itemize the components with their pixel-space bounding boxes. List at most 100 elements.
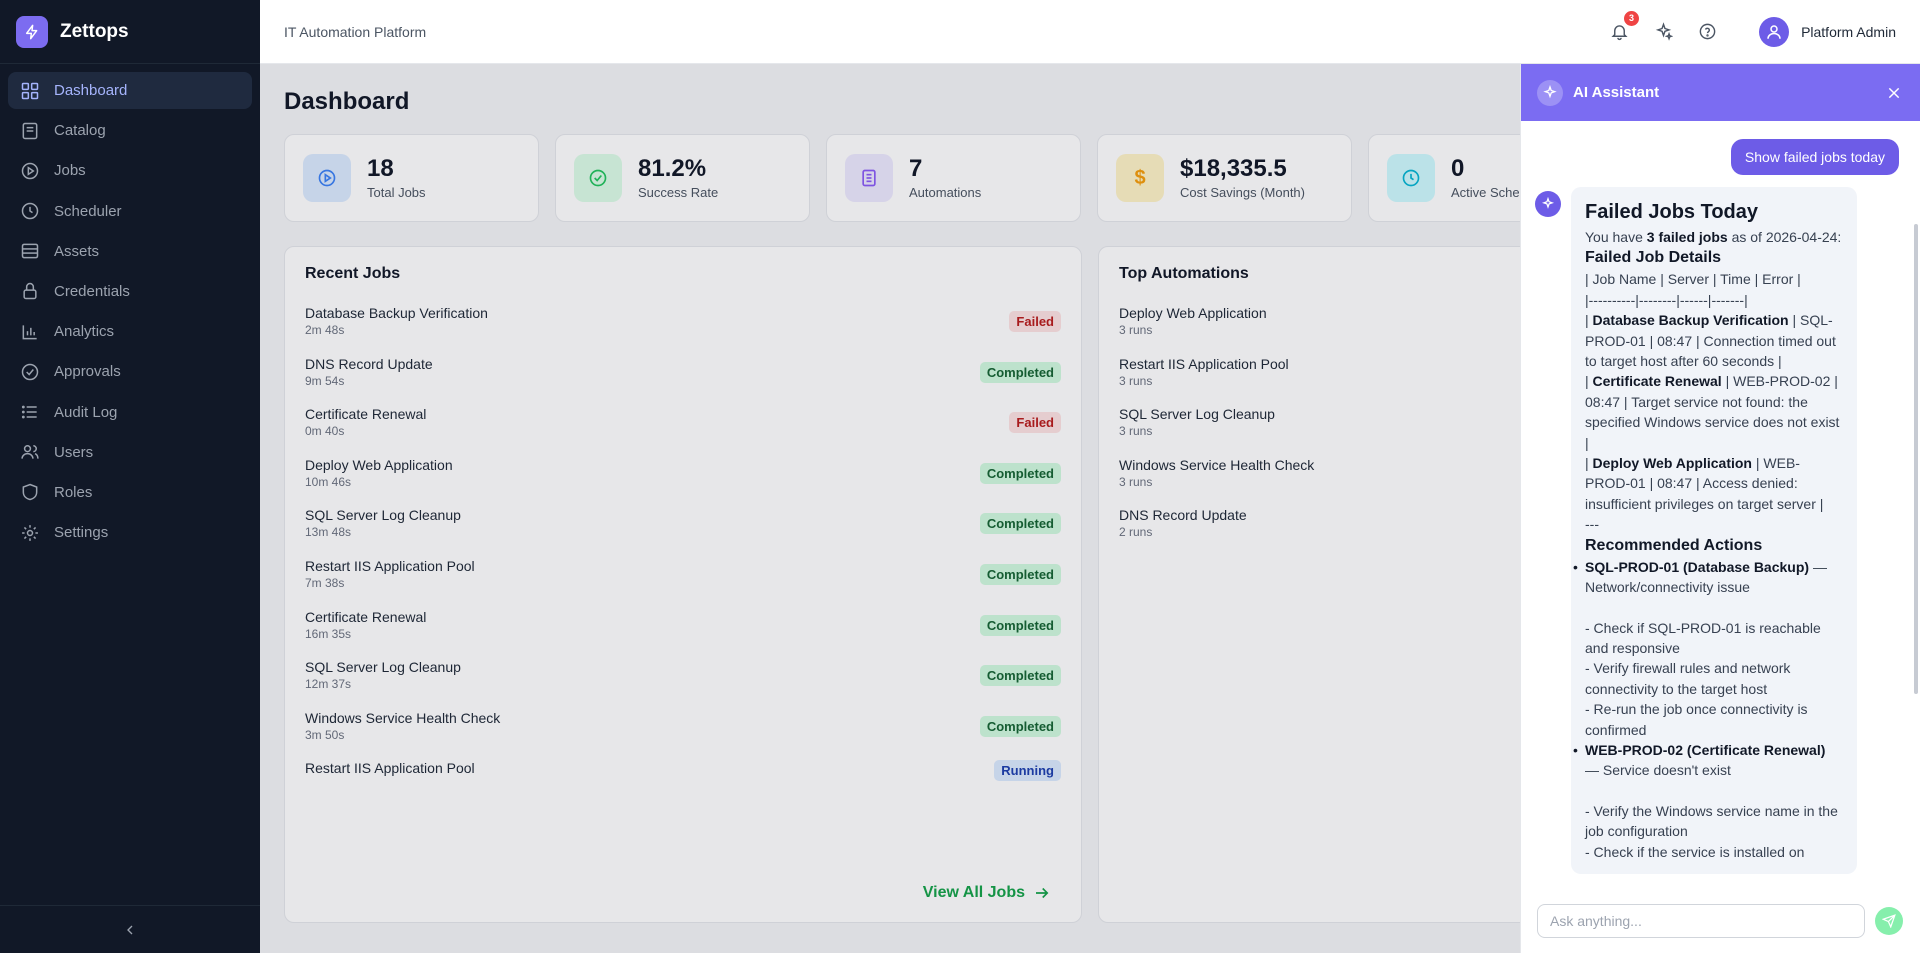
stat-value: 7 xyxy=(909,155,923,183)
user-message: Show failed jobs today xyxy=(1730,139,1899,175)
user-menu[interactable]: Platform Admin xyxy=(1759,16,1896,47)
list-item[interactable]: Windows Service Health Check 3 runs xyxy=(1119,457,1875,508)
table-header: | Job Name | Server | Time | Error | xyxy=(1585,271,1801,288)
table-row[interactable]: Certificate Renewal 0m 40s Failed xyxy=(305,406,1061,457)
response-intro: You have 3 failed jobs as of 2026-04-24: xyxy=(1585,227,1843,247)
stat-card-total-jobs: 18 Total Jobs xyxy=(284,134,539,222)
job-duration: 16m 35s xyxy=(305,626,352,641)
list-item[interactable]: DNS Record Update 2 runs xyxy=(1119,507,1875,558)
sidebar-item-analytics[interactable]: Analytics xyxy=(8,313,252,350)
job-duration: 9m 54s xyxy=(305,373,345,388)
list-item[interactable]: Deploy Web Application 3 runs xyxy=(1119,305,1875,356)
status-badge: Completed xyxy=(979,715,1061,737)
row-rest: | WEB-PROD-02 | 08:47 | Target service n… xyxy=(1585,373,1840,451)
table-separator: |----------|--------|------|-------| xyxy=(1585,291,1748,308)
sidebar-item-label: Users xyxy=(54,443,94,461)
status-badge: Completed xyxy=(979,361,1061,383)
stat-label: Cost Savings (Month) xyxy=(1180,184,1305,200)
table-row[interactable]: Restart IIS Application Pool 7m 38s Comple… xyxy=(305,558,1061,609)
sidebar-item-scheduler[interactable]: Scheduler xyxy=(8,193,252,230)
action-item: SQL-PROD-01 (Database Backup) — Network/… xyxy=(1573,557,1843,740)
recent-jobs-panel: Recent Jobs Database Backup Verification… xyxy=(284,246,1082,923)
stat-value: 0 xyxy=(1451,155,1465,183)
brand-name: Zettops xyxy=(60,20,129,42)
chat-scrollbar[interactable] xyxy=(1914,224,1918,694)
details-heading: Failed Job Details xyxy=(1585,249,1722,267)
action-summary: — Service doesn't exist xyxy=(1585,762,1731,779)
list-icon xyxy=(21,405,37,419)
notifications-button[interactable]: 3 xyxy=(1607,10,1640,44)
lock-icon xyxy=(23,283,37,300)
table-row[interactable]: Windows Service Health Check 3m 50s Comple… xyxy=(305,710,1061,761)
row-job-name: Deploy Web Application xyxy=(1592,455,1752,472)
topbar-actions: 3 Platform Admin xyxy=(1607,10,1896,47)
chat-input[interactable] xyxy=(1537,904,1865,938)
table-row[interactable]: Deploy Web Application 10m 46s Completed xyxy=(305,457,1061,508)
sidebar-item-credentials[interactable]: Credentials xyxy=(8,273,252,310)
page-title: Dashboard xyxy=(284,88,410,115)
job-name: Database Backup Verification xyxy=(305,305,488,321)
sidebar-item-approvals[interactable]: Approvals xyxy=(8,353,252,390)
job-name: SQL Server Log Cleanup xyxy=(305,659,461,676)
chat-input-row xyxy=(1537,901,1907,941)
sidebar-item-settings[interactable]: Settings xyxy=(8,514,252,551)
sidebar-collapse-button[interactable] xyxy=(0,905,260,953)
intro-text: as of 2026-04-24: xyxy=(1727,229,1842,245)
stat-label: Active Sche xyxy=(1451,184,1520,200)
sidebar-item-jobs[interactable]: Jobs xyxy=(8,152,252,189)
close-button[interactable] xyxy=(1884,83,1904,103)
divider: --- xyxy=(1585,516,1599,533)
bar-chart-icon xyxy=(22,324,37,340)
table-row[interactable]: SQL Server Log Cleanup 12m 37s Completed xyxy=(305,659,1061,710)
sidebar-item-roles[interactable]: Roles xyxy=(8,474,252,511)
automation-name: Restart IIS Application Pool xyxy=(1119,355,1289,372)
sidebar-item-label: Settings xyxy=(54,524,109,542)
sidebar-item-label: Approvals xyxy=(54,363,121,381)
recent-jobs-list: Database Backup Verification 2m 48s Failed… xyxy=(305,305,1061,811)
sidebar-item-catalog[interactable]: Catalog xyxy=(8,112,252,149)
stat-card-automations: 7 Automations xyxy=(826,134,1081,222)
table-row[interactable]: Restart IIS Application Pool Running xyxy=(305,760,1061,811)
job-duration: 10m 46s xyxy=(305,474,352,489)
sidebar-item-users[interactable]: Users xyxy=(8,434,252,471)
view-all-jobs-link[interactable]: View All Jobs xyxy=(923,884,1051,902)
table-row: | Certificate Renewal | WEB-PROD-02 | 08… xyxy=(1585,373,1840,451)
table-row[interactable]: Certificate Renewal 16m 35s Completed xyxy=(305,609,1061,660)
job-duration: 13m 48s xyxy=(305,525,352,540)
action-step: - Verify firewall rules and network conn… xyxy=(1585,660,1791,697)
stat-card-cost-savings: $ $18,335.5 Cost Savings (Month) xyxy=(1097,134,1352,222)
sidebar: Zettops Dashboard Catalog Jobs Scheduler… xyxy=(0,0,260,953)
list-item[interactable]: Restart IIS Application Pool 3 runs xyxy=(1119,356,1875,407)
automation-runs: 3 runs xyxy=(1119,373,1153,388)
automation-name: Deploy Web Application xyxy=(1119,305,1267,321)
ai-assistant-button[interactable] xyxy=(1651,20,1675,44)
help-circle-icon xyxy=(1699,23,1715,40)
help-button[interactable] xyxy=(1695,20,1719,44)
ai-assistant-panel: AI Assistant Show failed jobs today Fail… xyxy=(1520,64,1920,953)
sidebar-item-label: Assets xyxy=(54,242,100,260)
table-row[interactable]: Database Backup Verification 2m 48s Failed xyxy=(305,305,1061,356)
job-name: Certificate Renewal xyxy=(305,608,427,625)
status-badge: Failed xyxy=(1009,311,1061,332)
recent-jobs-title: Recent Jobs xyxy=(305,265,401,282)
send-button[interactable] xyxy=(1875,907,1903,935)
job-name: Restart IIS Application Pool xyxy=(305,760,475,777)
table-row[interactable]: SQL Server Log Cleanup 13m 48s Completed xyxy=(305,507,1061,558)
chat-messages[interactable]: Show failed jobs today Failed Jobs Today… xyxy=(1521,121,1920,889)
status-badge: Completed xyxy=(979,462,1061,484)
sidebar-item-dashboard[interactable]: Dashboard xyxy=(8,72,252,109)
sidebar-item-assets[interactable]: Assets xyxy=(8,233,252,270)
automation-runs: 2 runs xyxy=(1119,525,1153,540)
bell-icon xyxy=(1611,25,1628,41)
ai-title: AI Assistant xyxy=(1573,84,1660,101)
table-row[interactable]: DNS Record Update 9m 54s Completed xyxy=(305,356,1061,407)
status-badge: Completed xyxy=(979,513,1061,535)
clock-icon xyxy=(21,202,39,220)
stats-row: 18 Total Jobs 81.2% Success Rate 7 Autom… xyxy=(284,134,1896,222)
action-title: WEB-PROD-02 (Certificate Renewal) xyxy=(1585,741,1826,758)
list-item[interactable]: SQL Server Log Cleanup 3 runs xyxy=(1119,406,1875,457)
users-icon xyxy=(21,445,39,459)
sidebar-item-audit-log[interactable]: Audit Log xyxy=(8,394,252,431)
automation-name: SQL Server Log Cleanup xyxy=(1119,406,1275,423)
brand[interactable]: Zettops xyxy=(0,0,260,64)
